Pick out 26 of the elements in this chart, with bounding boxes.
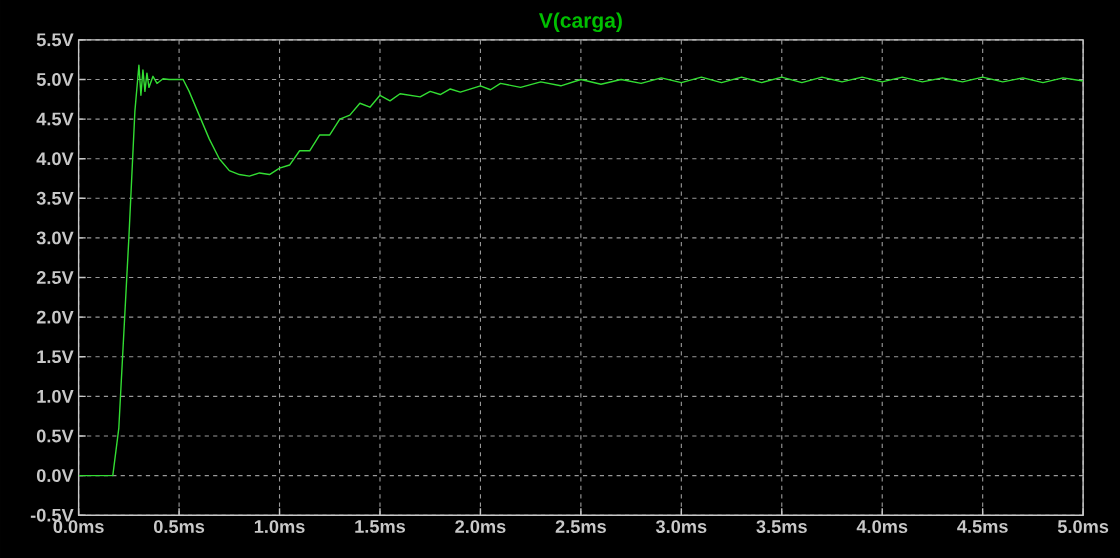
x-tick-label: 1.0ms	[254, 520, 305, 534]
y-tick-label: 2.0V	[36, 310, 74, 324]
y-tick-label: 5.5V	[36, 33, 74, 47]
x-tick-label: 0.0ms	[53, 520, 104, 534]
x-tick-label: 4.0ms	[856, 520, 908, 534]
y-tick-label: 4.5V	[36, 112, 74, 126]
y-tick-label: -0.5V	[30, 508, 74, 522]
line-series	[78, 64, 1084, 477]
y-tick-label: 3.5V	[36, 191, 74, 205]
y-tick-label: 4.0V	[36, 152, 74, 166]
x-tick-label: 4.5ms	[957, 520, 1008, 533]
x-tick-label: 0.5ms	[153, 520, 205, 534]
y-tick-label: 2.5V	[36, 271, 74, 284]
x-tick-label: 3.5ms	[756, 520, 807, 534]
x-tick-label: 3.0ms	[655, 520, 707, 534]
x-tick-label: 1.5ms	[355, 520, 406, 533]
x-tick-label: 2.5ms	[555, 520, 606, 534]
y-tick-label: 5.0V	[36, 73, 74, 86]
x-tick-label: 5.0ms	[1057, 520, 1109, 534]
x-tick-label: 2.0ms	[455, 520, 506, 534]
chart-title: V(carga)	[538, 12, 622, 33]
y-tick-label: 1.0V	[37, 389, 74, 403]
y-tick-label: 1.5V	[37, 350, 74, 364]
y-tick-label: 0.5V	[36, 429, 74, 443]
y-tick-label: 0.0V	[36, 469, 74, 483]
y-tick-label: 3.0V	[36, 231, 74, 245]
